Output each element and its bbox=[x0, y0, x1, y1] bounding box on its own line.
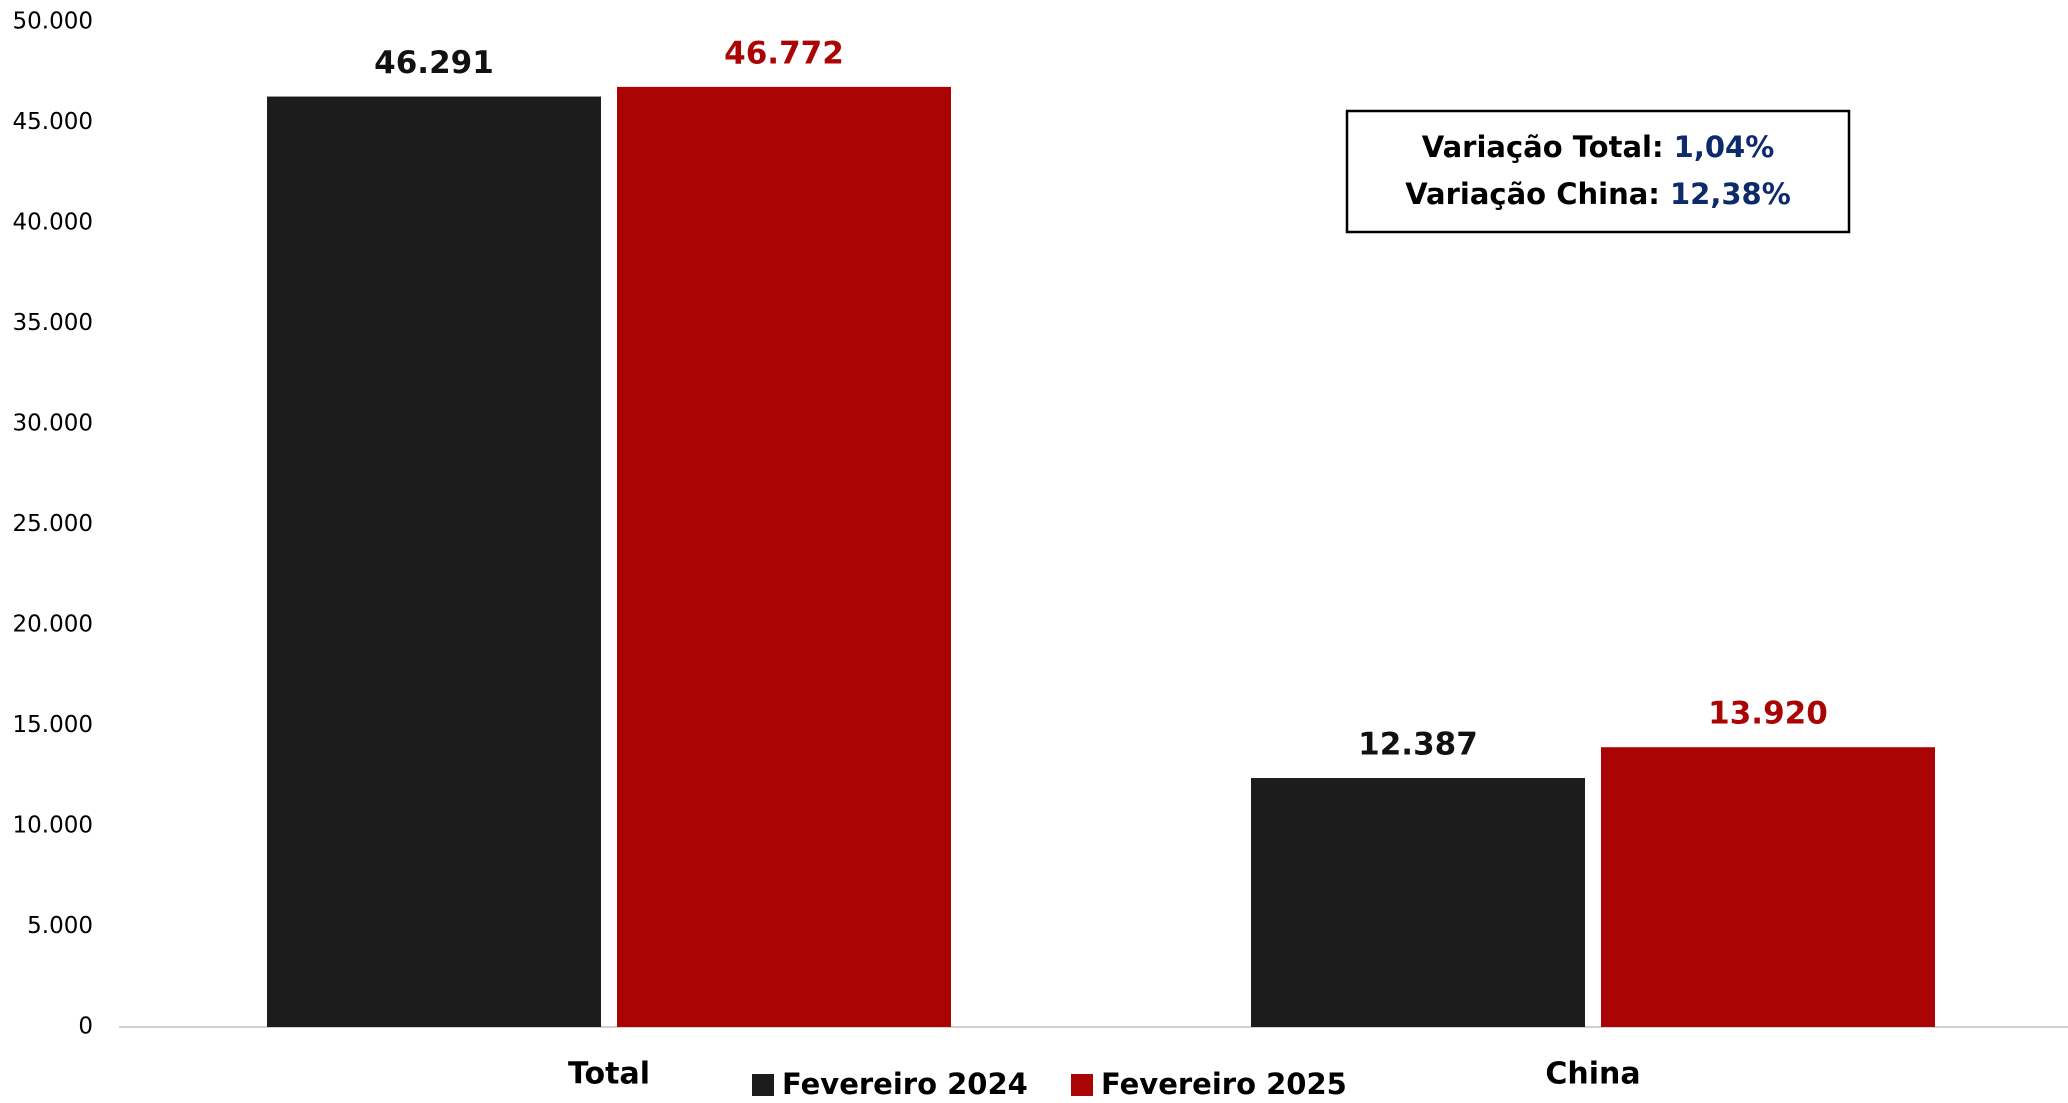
y-tick-label: 25.000 bbox=[13, 511, 93, 537]
data-label: 13.920 bbox=[1708, 696, 1828, 732]
y-tick-label: 40.000 bbox=[13, 210, 93, 236]
legend-swatch bbox=[752, 1074, 774, 1096]
annotation: Variação Total: 1,04% bbox=[1422, 130, 1775, 164]
legend-label: Fevereiro 2025 bbox=[1101, 1067, 1347, 1101]
y-tick-label: 0 bbox=[78, 1014, 93, 1040]
bar bbox=[617, 86, 951, 1027]
annotation-box bbox=[1345, 109, 1851, 234]
bar bbox=[1251, 778, 1585, 1027]
legend-swatch bbox=[1071, 1074, 1093, 1096]
bar bbox=[1601, 747, 1935, 1027]
data-label: 12.387 bbox=[1358, 727, 1478, 763]
annotation-value: 1,04% bbox=[1674, 130, 1775, 164]
y-tick-label: 10.000 bbox=[13, 813, 93, 839]
y-tick-label: 15.000 bbox=[13, 712, 93, 738]
annotation-label: Variação Total: bbox=[1422, 130, 1664, 164]
bar bbox=[267, 96, 601, 1027]
y-tick-label: 50.000 bbox=[13, 9, 93, 35]
y-tick-label: 45.000 bbox=[13, 109, 93, 135]
y-tick-label: 20.000 bbox=[13, 612, 93, 638]
data-label: 46.291 bbox=[374, 45, 494, 81]
annotation-value: 12,38% bbox=[1670, 177, 1791, 211]
x-tick-label: China bbox=[1545, 1057, 1640, 1092]
x-tick-label: Total bbox=[568, 1057, 650, 1092]
annotation-label: Variação China: bbox=[1405, 177, 1660, 211]
annotation: Variação China: 12,38% bbox=[1405, 177, 1791, 211]
y-tick-label: 30.000 bbox=[13, 411, 93, 437]
y-tick-label: 35.000 bbox=[13, 310, 93, 336]
y-tick-label: 5.000 bbox=[27, 913, 93, 939]
legend-label: Fevereiro 2024 bbox=[782, 1067, 1028, 1101]
data-label: 46.772 bbox=[724, 35, 844, 71]
